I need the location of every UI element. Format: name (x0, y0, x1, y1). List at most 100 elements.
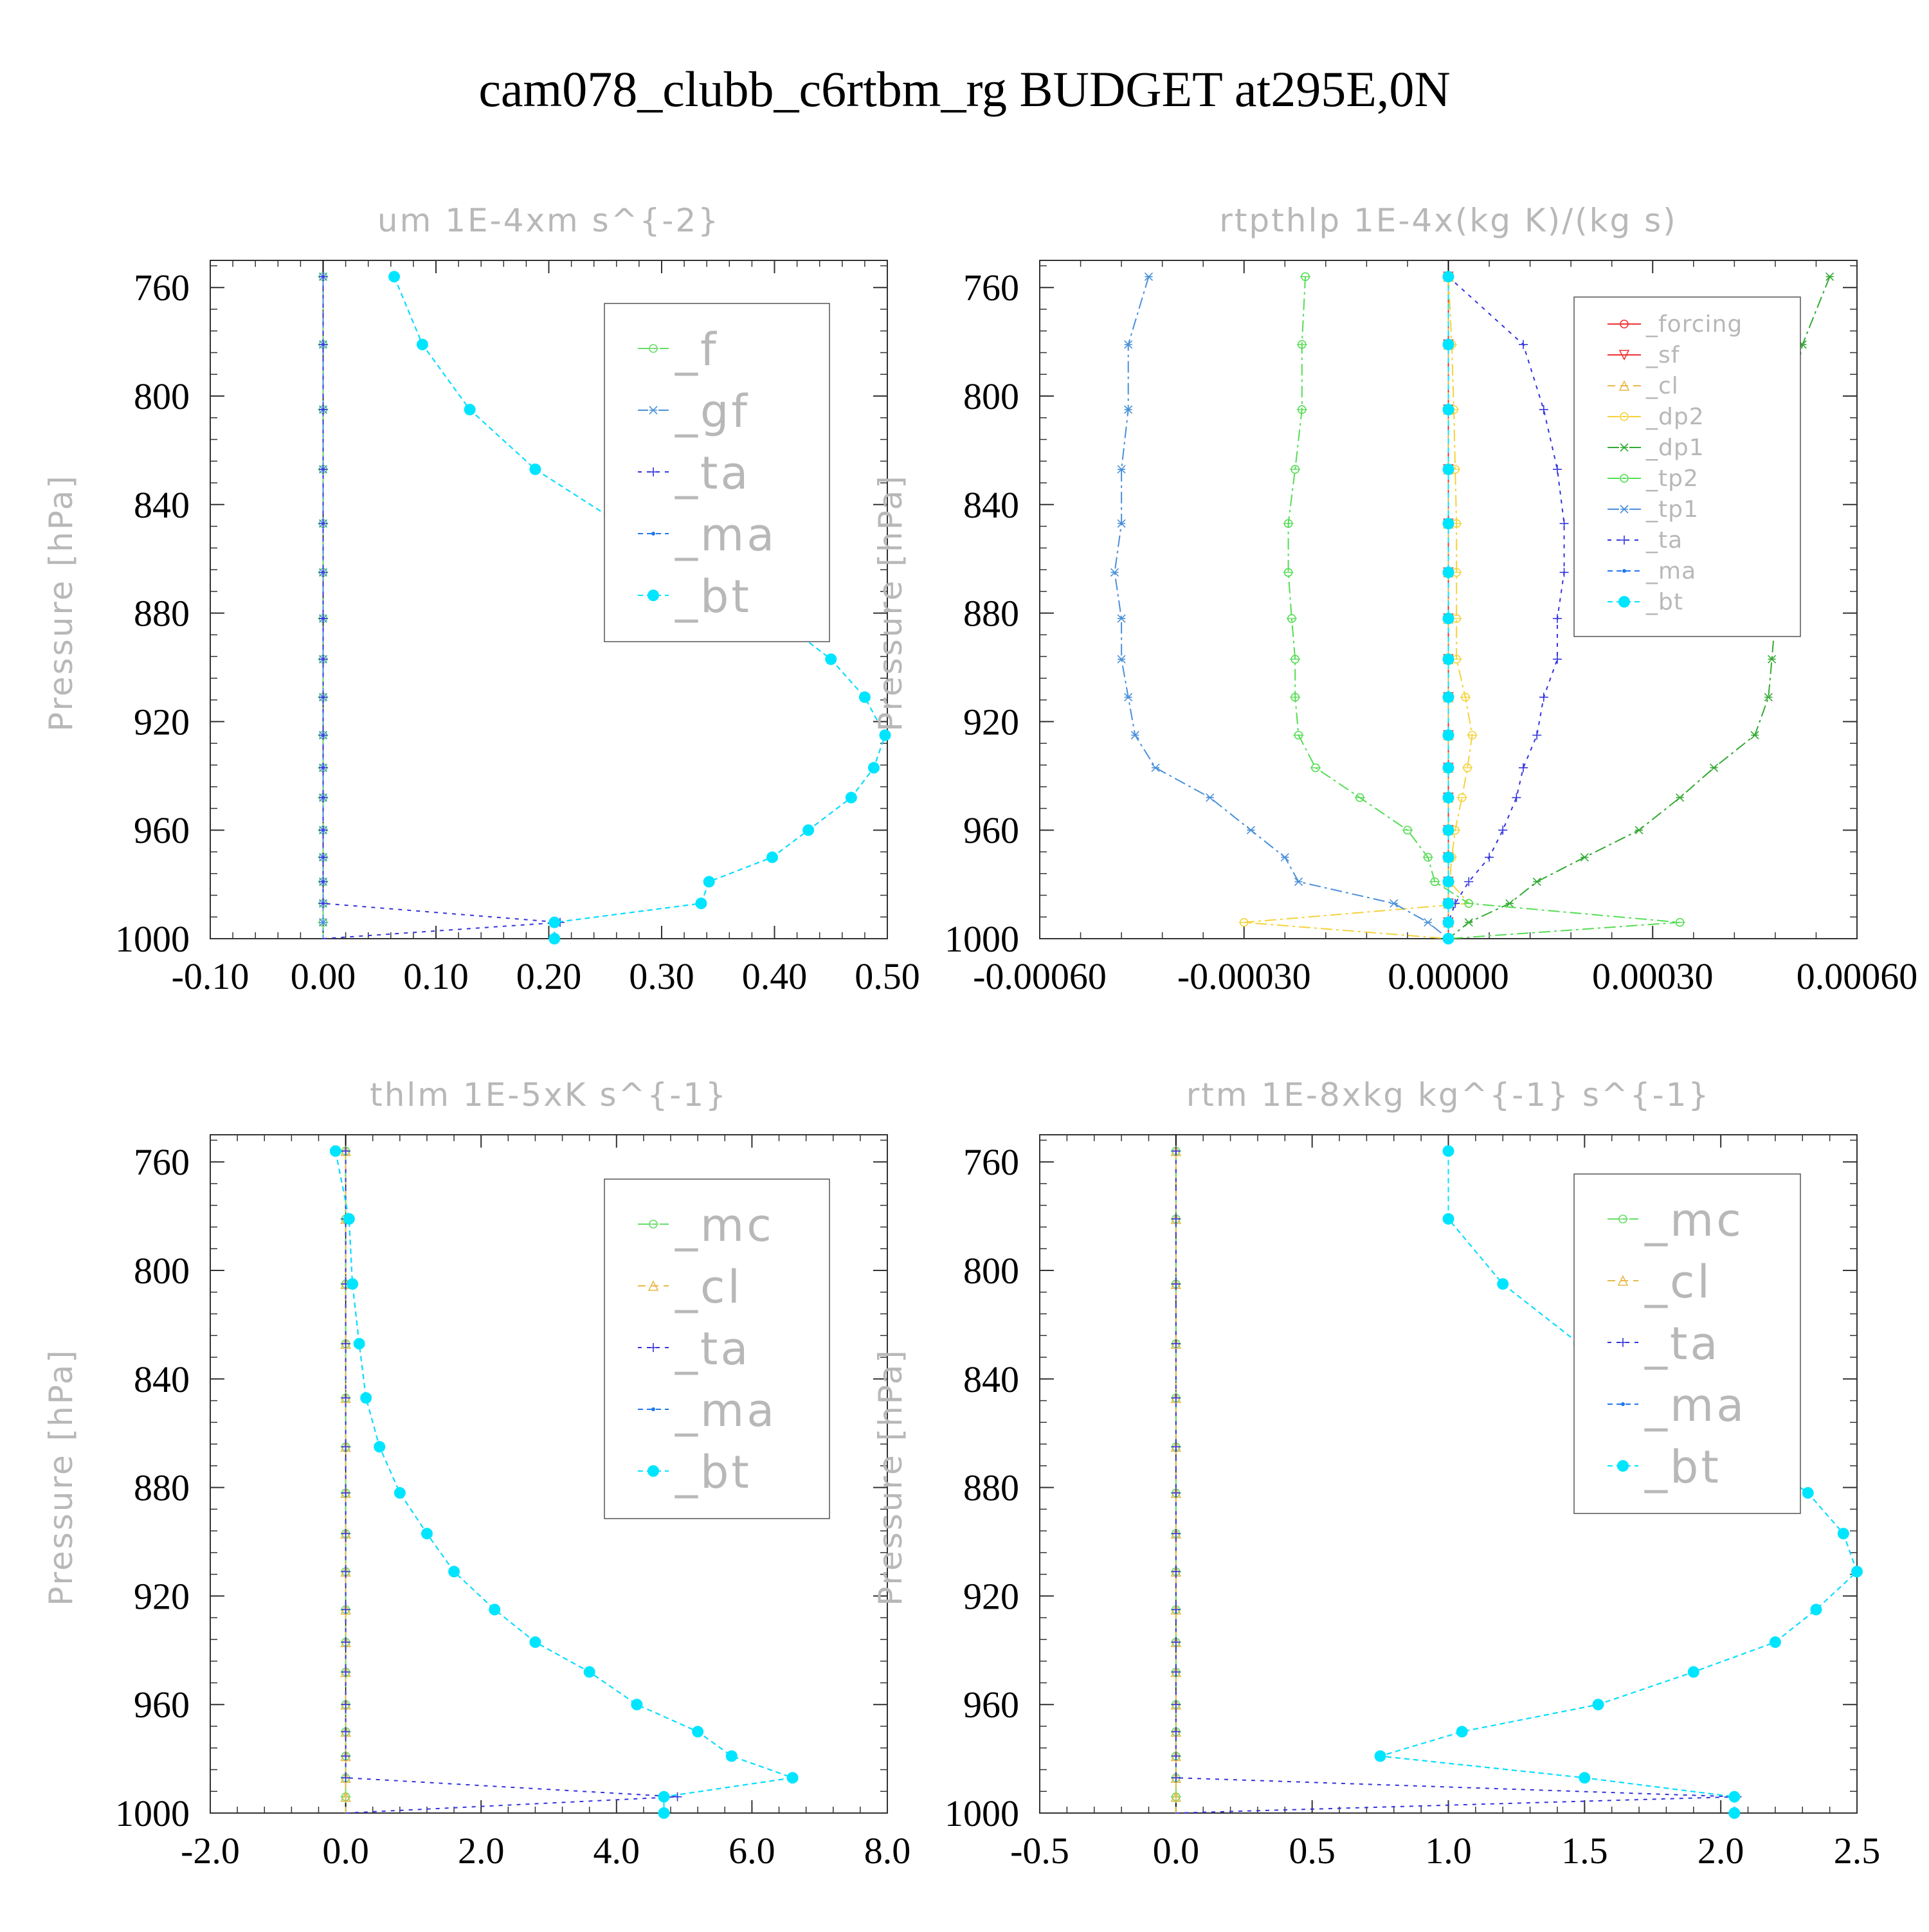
data-point-dp1 (1768, 655, 1777, 664)
legend-label-ta: _ta (675, 1323, 750, 1375)
y-tick-label: 880 (963, 593, 1019, 635)
data-point-bt (1442, 338, 1454, 350)
series-line-ta (322, 276, 561, 939)
data-point-bt (360, 1392, 372, 1404)
legend-label-ta: _ta (675, 447, 750, 500)
y-tick-label: 840 (963, 484, 1019, 526)
data-point-bt (1456, 1726, 1468, 1738)
x-tick-label: 1.0 (1425, 1830, 1472, 1872)
y-tick-label: 800 (134, 375, 190, 417)
data-point-ta (1171, 1146, 1181, 1156)
legend-label-dp1: _dp1 (1645, 435, 1705, 461)
legend-label-mc: _mc (675, 1199, 774, 1252)
data-point-ta (341, 1773, 350, 1783)
data-point-ta (318, 853, 328, 862)
legend-marker-ta (1620, 536, 1629, 545)
data-point-dp1 (1764, 692, 1773, 701)
x-tick-label: 0.10 (403, 955, 469, 997)
y-axis-label: Pressure [hPa] (42, 1348, 80, 1606)
y-tick-label: 760 (134, 267, 190, 309)
data-point-bt (1442, 1213, 1454, 1225)
legend-label-ma: _ma (675, 509, 777, 561)
data-point-bt (1442, 691, 1454, 703)
data-point-bt (692, 1726, 704, 1738)
data-point-cl (340, 1791, 351, 1802)
data-point-bt (1442, 653, 1454, 665)
plot-frame (210, 1134, 888, 1814)
legend-label-ma: _ma (1644, 1379, 1746, 1432)
x-tick-label: 0.30 (629, 955, 694, 997)
data-point-tp1 (1130, 730, 1139, 740)
data-point-ta (1171, 1605, 1181, 1614)
series-dp2 (1238, 272, 1478, 939)
data-point-ta (1498, 826, 1508, 835)
data-point-bt (658, 1791, 670, 1803)
data-point-bt (1802, 1487, 1814, 1499)
data-point-dp1 (1825, 272, 1834, 281)
data-point-ta (318, 877, 328, 887)
legend-marker-ma (651, 532, 655, 536)
legend-marker-cl (1617, 1275, 1629, 1286)
data-point-ta (1171, 1751, 1181, 1761)
data-point-tp1 (1124, 692, 1133, 701)
data-point-ta (341, 1605, 350, 1614)
data-point-bt (1728, 1791, 1741, 1803)
data-point-bt (329, 1145, 341, 1157)
data-point-bt (1442, 876, 1454, 888)
series-line-tp1 (1114, 276, 1449, 939)
data-point-bt (1442, 729, 1454, 741)
legend: _mc _cl _ta _ma _bt (604, 1178, 830, 1519)
x-tick-label: 2.5 (1834, 1830, 1881, 1872)
data-point-ta (318, 519, 328, 528)
legend-label-ta: _ta (1644, 1317, 1720, 1370)
data-point-bt (343, 1213, 355, 1225)
x-tick-label: 0.40 (742, 955, 808, 997)
x-tick-label: 0.00030 (1592, 955, 1714, 997)
data-point-ta (1539, 692, 1548, 702)
x-tick-label: -0.5 (1010, 1830, 1069, 1872)
legend-box (604, 303, 830, 642)
y-axis-label: Pressure [hPa] (872, 474, 909, 732)
data-point-bt (1592, 1699, 1604, 1711)
data-point-bt (1442, 566, 1454, 579)
data-point-ta (1171, 1700, 1181, 1710)
data-point-tp1 (1110, 568, 1119, 577)
data-point-ta (341, 1567, 350, 1576)
legend-marker-cl (1618, 380, 1630, 391)
data-point-ta (318, 568, 328, 577)
data-point-bt (825, 653, 837, 665)
data-point-ta (318, 655, 328, 664)
series-line-ta (1175, 1151, 1737, 1814)
data-point-tp1 (1246, 826, 1255, 835)
data-point-ta (1171, 1214, 1181, 1223)
data-point-bt (786, 1772, 799, 1784)
data-point-bt (1442, 518, 1454, 530)
legend-marker-ma (1622, 569, 1626, 573)
legend-marker-tp1 (1620, 505, 1629, 514)
data-point-bt (529, 1636, 541, 1648)
series-bt (329, 1145, 799, 1819)
legend-label-dp2: _dp2 (1645, 404, 1705, 430)
data-point-bt (1769, 1636, 1781, 1648)
data-point-bt (867, 762, 880, 774)
data-point-ta (1171, 1667, 1181, 1677)
data-point-dp1 (1532, 877, 1541, 886)
legend-label-sf: _sf (1645, 342, 1680, 368)
data-point-tp1 (1117, 614, 1126, 623)
chart-panel-2: rtpthlp 1E-4x(kg K)/(kg s) Pressure [hPa]… (872, 202, 1917, 997)
data-point-bt (1728, 1807, 1741, 1819)
legend-marker-ta (1618, 1338, 1627, 1347)
data-point-ta (318, 339, 328, 349)
legend-marker-bt (1617, 1460, 1629, 1472)
y-axis-label: Pressure [hPa] (42, 474, 80, 732)
data-point-ta (1464, 877, 1474, 887)
x-tick-label: 0.00 (291, 955, 356, 997)
data-point-ta (1171, 1529, 1181, 1539)
data-point-ta (341, 1442, 350, 1452)
x-tick-label: -2.0 (181, 1830, 240, 1872)
series-line-ta (1447, 276, 1565, 939)
data-point-ta (1171, 1442, 1181, 1452)
legend-marker-ta (649, 467, 658, 476)
data-point-bt (1442, 791, 1454, 804)
series-bt (1442, 271, 1454, 944)
